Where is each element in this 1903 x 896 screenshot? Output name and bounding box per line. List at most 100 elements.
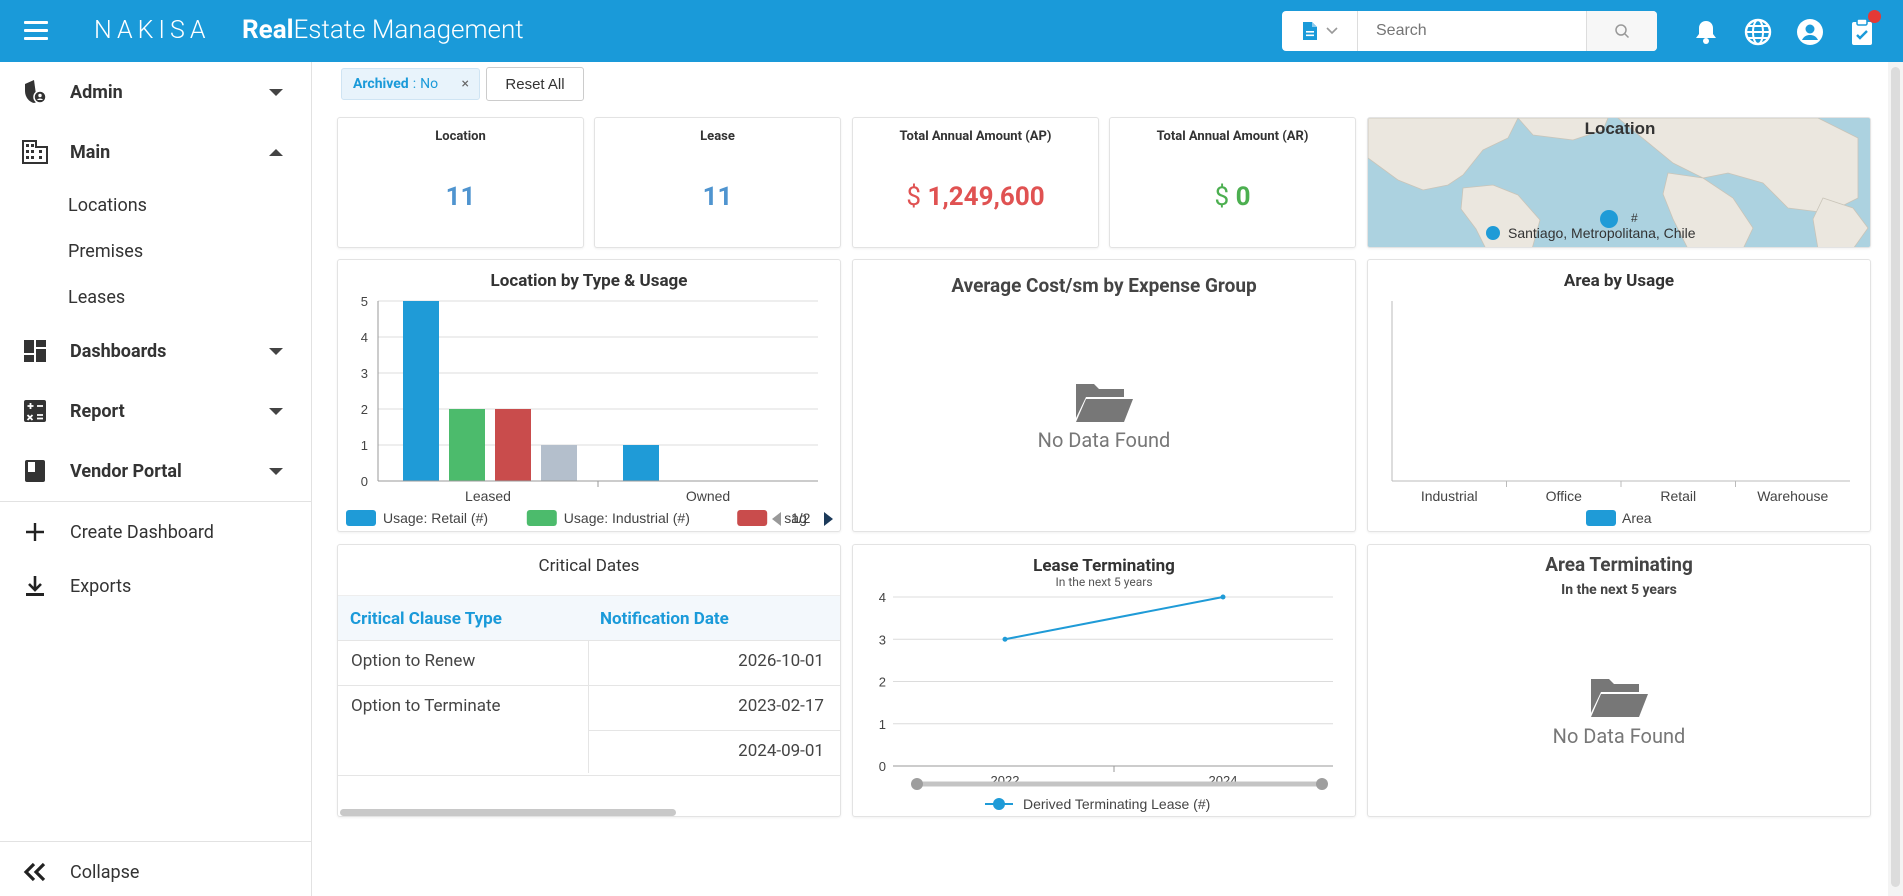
search-type-dropdown[interactable] <box>1282 11 1358 51</box>
location-map-card[interactable]: Location # Santiago, Metropolitana, Chil… <box>1367 117 1871 248</box>
kpi-card-total-ar[interactable]: Total Annual Amount (AR) $ 0 <box>1109 117 1356 248</box>
notification-badge <box>1868 10 1881 23</box>
search-input[interactable] <box>1358 11 1586 51</box>
chart-subtitle: In the next 5 years <box>1055 575 1153 589</box>
bar <box>449 409 485 481</box>
search-icon <box>1615 24 1630 39</box>
filter-chip-archived[interactable]: Archived : No × <box>341 68 480 100</box>
table-cell-type: Option to Renew <box>351 651 476 671</box>
exports-label: Exports <box>70 575 132 597</box>
sidebar-item-leases[interactable]: Leases <box>68 287 126 308</box>
kpi-title: Lease <box>700 129 735 144</box>
legend-label: Usage: Retail (#) <box>383 510 488 526</box>
table-cell-date: 2026-10-01 <box>738 651 824 671</box>
kpi-amount: 0 <box>1235 182 1251 212</box>
bell-icon[interactable] <box>1690 16 1721 47</box>
kpi-card-lease[interactable]: Lease 11 <box>594 117 841 248</box>
exports-button[interactable]: Exports <box>0 562 312 610</box>
chart-title: Average Cost/sm by Expense Group <box>951 274 1257 297</box>
range-slider-handle <box>1316 778 1328 790</box>
chevron-down-icon <box>269 407 283 415</box>
sidebar-item-locations[interactable]: Locations <box>68 195 147 216</box>
sidebar-item-admin[interactable]: Admin <box>0 68 312 116</box>
user-circle-icon[interactable] <box>1794 16 1825 47</box>
scrollbar-thumb[interactable] <box>1891 67 1900 887</box>
table-title: Critical Dates <box>538 556 640 576</box>
legend-marker <box>993 798 1005 810</box>
no-data-message: No Data Found <box>1037 428 1171 452</box>
divider <box>0 841 311 842</box>
bar <box>495 409 531 481</box>
y-tick-label: 5 <box>361 294 368 309</box>
collapse-button[interactable]: Collapse <box>0 848 312 896</box>
brand-logo: NAKISA <box>94 16 211 45</box>
sidebar-item-premises[interactable]: Premises <box>68 241 144 262</box>
map-marker[interactable] <box>1600 210 1618 228</box>
kpi-value: 11 <box>445 182 476 212</box>
kpi-title: Location <box>435 129 486 144</box>
sidebar-item-dashboards[interactable]: Dashboards <box>0 327 312 375</box>
chart-title: Lease Terminating <box>1033 556 1175 576</box>
filter-key: Archived <box>353 76 409 92</box>
create-dashboard-button[interactable]: Create Dashboard <box>0 508 312 556</box>
y-tick-label: 4 <box>361 330 368 345</box>
filter-value: No <box>420 76 439 92</box>
map-place-label: Santiago, Metropolitana, Chile <box>1508 225 1696 241</box>
table-cell-date: 2023-02-17 <box>738 696 824 716</box>
search-button[interactable] <box>1586 11 1657 51</box>
data-point <box>1220 594 1226 600</box>
sidebar-item-main[interactable]: Main <box>0 128 312 176</box>
average-cost-card: Average Cost/sm by Expense Group No Data… <box>852 259 1356 532</box>
kpi-value: $ 1,249,600 <box>853 182 1098 212</box>
close-icon[interactable]: × <box>461 76 469 92</box>
legend-label: Area <box>1622 510 1652 526</box>
legend-prev-icon <box>772 512 781 526</box>
x-tick-label: Warehouse <box>1757 488 1828 504</box>
app-title: RealEstate Management <box>242 15 524 45</box>
range-slider-handle <box>911 778 923 790</box>
world-map[interactable]: Location # Santiago, Metropolitana, Chil… <box>1368 118 1871 248</box>
column-header-clause-type[interactable]: Critical Clause Type <box>350 609 502 629</box>
globe-icon[interactable] <box>1742 16 1773 47</box>
kpi-card-total-ap[interactable]: Total Annual Amount (AP) $ 1,249,600 <box>852 117 1099 248</box>
sidebar-item-vendor-portal[interactable]: Vendor Portal <box>0 447 312 495</box>
chevron-down-icon <box>269 347 283 355</box>
location-by-type-usage-card: Location by Type & Usage 0 1 2 3 4 5 Leased Own… <box>337 259 841 532</box>
area-by-usage-card: Area by Usage Industrial Office Retail Ware… <box>1367 259 1871 532</box>
horizontal-scrollbar[interactable] <box>340 809 676 816</box>
sidebar-item-report[interactable]: Report <box>0 387 312 435</box>
divider <box>0 501 311 502</box>
menu-icon[interactable] <box>24 21 48 41</box>
page-scrollbar[interactable] <box>1888 62 1903 896</box>
column-header-notification-date[interactable]: Notification Date <box>600 609 729 629</box>
book-icon <box>22 458 48 484</box>
y-tick-label: 0 <box>879 759 886 774</box>
chevron-down-icon <box>269 467 283 475</box>
sidebar-item-label: Main <box>70 141 111 163</box>
chevron-down-icon <box>1325 27 1338 35</box>
map-pin-icon[interactable] <box>1486 226 1500 240</box>
kpi-card-location[interactable]: Location 11 <box>337 117 584 248</box>
legend-swatch <box>526 510 557 526</box>
table-cell-date: 2024-09-01 <box>738 741 824 761</box>
collapse-label: Collapse <box>70 861 140 883</box>
sidebar-item-label: Report <box>70 400 125 422</box>
chart-title: Area by Usage <box>1563 271 1675 291</box>
kpi-value: $ 0 <box>1110 182 1355 212</box>
legend-swatch <box>346 510 376 526</box>
calculator-icon <box>22 398 48 424</box>
x-tick-label: Retail <box>1660 488 1696 504</box>
data-point <box>1002 636 1008 642</box>
reset-all-button[interactable]: Reset All <box>486 67 584 101</box>
top-bar: NAKISA RealEstate Management <box>0 0 1903 62</box>
clipboard-icon[interactable] <box>1846 10 1881 47</box>
no-data-message: No Data Found <box>1552 724 1686 748</box>
map-marker-label: # <box>1631 211 1638 225</box>
row-divider <box>338 685 840 686</box>
x-tick-label: Office <box>1546 488 1583 504</box>
kpi-title: Total Annual Amount (AR) <box>1156 129 1309 144</box>
bar <box>541 445 577 481</box>
shield-icon <box>22 79 48 105</box>
y-tick-label: 0 <box>361 474 368 489</box>
sidebar-item-label: Admin <box>70 81 123 103</box>
